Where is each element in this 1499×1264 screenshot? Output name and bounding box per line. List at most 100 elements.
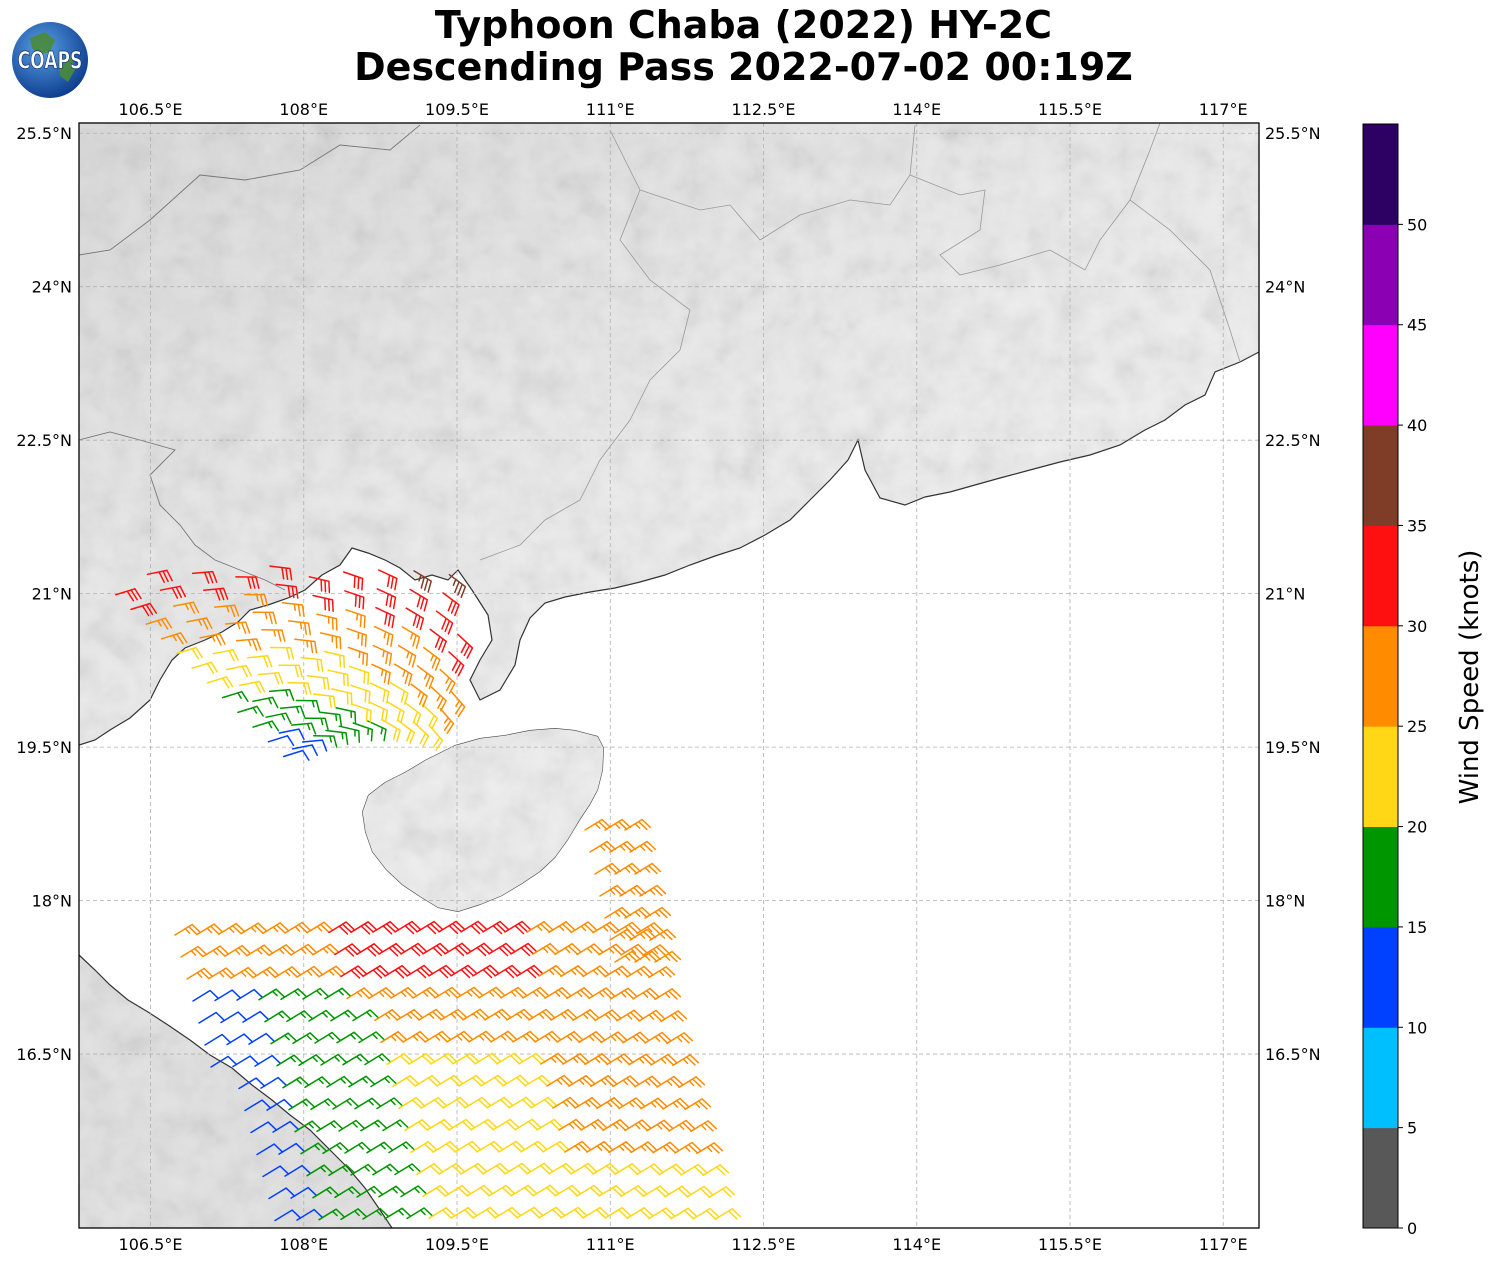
wind-barb-238 bbox=[622, 1031, 650, 1044]
wind-barb-206 bbox=[396, 1008, 424, 1021]
wind-barb-347 bbox=[262, 1165, 290, 1178]
wind-barb-262 bbox=[672, 1054, 700, 1067]
wind-barb-44 bbox=[393, 663, 413, 687]
wind-barb-27 bbox=[295, 699, 321, 713]
wind-barb-47 bbox=[221, 690, 249, 703]
wind-barb-31 bbox=[369, 682, 390, 704]
wind-barb-366 bbox=[680, 1163, 708, 1176]
wind-barb-266 bbox=[304, 1076, 332, 1089]
wind-barb-64 bbox=[346, 627, 367, 648]
wind-barb-65 bbox=[373, 625, 394, 647]
wind-barb-239 bbox=[644, 1031, 672, 1044]
wind-barb-367 bbox=[702, 1164, 730, 1177]
wind-barb-269 bbox=[370, 1075, 398, 1088]
wind-barb-159 bbox=[318, 965, 346, 978]
lat-tick-right-1: 18°N bbox=[1265, 892, 1305, 911]
wind-barb-418 bbox=[634, 862, 662, 875]
wind-barb-37 bbox=[252, 696, 279, 709]
wind-barb-30 bbox=[350, 684, 371, 704]
wind-barb-174 bbox=[648, 966, 676, 979]
wind-barb-14 bbox=[290, 722, 317, 735]
wind-barb-276 bbox=[524, 1074, 552, 1087]
wind-barb-346 bbox=[696, 1142, 724, 1155]
wind-barb-258 bbox=[584, 1053, 612, 1066]
wind-barb-147 bbox=[532, 942, 560, 955]
wind-barb-58 bbox=[206, 676, 234, 689]
wind-barb-344 bbox=[652, 1141, 680, 1154]
wind-barb-186 bbox=[434, 986, 462, 999]
wind-barb-330 bbox=[344, 1141, 372, 1154]
wind-barb-403 bbox=[582, 1206, 610, 1219]
wind-barb-137 bbox=[312, 943, 340, 956]
wind-barb-300 bbox=[596, 1097, 624, 1110]
wind-barb-124 bbox=[504, 920, 532, 935]
wind-barb-243 bbox=[254, 1054, 282, 1067]
wind-barb-364 bbox=[636, 1163, 664, 1176]
wind-barb-251 bbox=[430, 1052, 458, 1065]
wind-barb-312 bbox=[404, 1119, 432, 1132]
wind-barb-98 bbox=[448, 573, 467, 599]
lat-tick-right-6: 25.5°N bbox=[1265, 124, 1321, 143]
wind-barb-95 bbox=[342, 571, 364, 591]
colorbar-bin-0 bbox=[1363, 1127, 1398, 1229]
wind-barb-173 bbox=[626, 965, 654, 978]
wind-barb-261 bbox=[650, 1053, 678, 1066]
colorbar-tick-0: 0 bbox=[1407, 1219, 1417, 1238]
wind-barb-180 bbox=[302, 987, 330, 1000]
wind-barb-320 bbox=[580, 1118, 608, 1131]
wind-barb-176 bbox=[214, 989, 242, 1002]
wind-barb-220 bbox=[226, 1033, 254, 1046]
wind-barb-419 bbox=[599, 884, 627, 897]
wind-barb-353 bbox=[394, 1163, 422, 1176]
wind-barb-359 bbox=[526, 1162, 554, 1175]
wind-barb-287 bbox=[310, 1098, 338, 1111]
wind-barb-101 bbox=[202, 587, 229, 601]
wind-barb-164 bbox=[428, 964, 456, 979]
wind-barb-81 bbox=[224, 621, 251, 634]
lat-tick-left-0: 16.5°N bbox=[16, 1045, 72, 1064]
wind-barb-204 bbox=[352, 1009, 380, 1022]
wind-barb-123 bbox=[482, 920, 510, 935]
wind-barb-365 bbox=[658, 1163, 686, 1176]
wind-barb-229 bbox=[424, 1030, 452, 1043]
wind-barb-25 bbox=[265, 712, 292, 725]
wind-barb-149 bbox=[576, 943, 604, 956]
wind-barb-242 bbox=[232, 1055, 260, 1068]
wind-barb-32 bbox=[389, 682, 409, 705]
wind-barb-408 bbox=[692, 1207, 720, 1220]
wind-barb-41 bbox=[327, 669, 349, 687]
wind-barb-378 bbox=[488, 1184, 516, 1197]
wind-barb-245 bbox=[298, 1054, 326, 1067]
gridlines bbox=[79, 123, 1259, 1228]
wind-barb-386 bbox=[664, 1185, 692, 1198]
wind-barb-192 bbox=[566, 987, 594, 1000]
wind-barb-145 bbox=[488, 942, 516, 957]
wind-barb-140 bbox=[378, 942, 406, 957]
wind-barb-303 bbox=[662, 1097, 690, 1110]
wind-barb-247 bbox=[342, 1053, 370, 1066]
wind-barb-424 bbox=[644, 906, 672, 919]
wind-barb-134 bbox=[246, 944, 274, 957]
wind-barb-277 bbox=[546, 1074, 574, 1087]
wind-barb-196 bbox=[654, 988, 682, 1001]
wind-barb-227 bbox=[380, 1031, 408, 1044]
colorbar-bin-8 bbox=[1363, 324, 1398, 426]
wind-barb-218 bbox=[660, 1010, 688, 1023]
wind-barb-148 bbox=[554, 943, 582, 956]
wind-barb-425 bbox=[609, 928, 637, 941]
lon-tick-bottom-5: 114°E bbox=[892, 1235, 941, 1254]
wind-barb-80 bbox=[199, 633, 226, 646]
wind-barb-54 bbox=[372, 644, 393, 666]
wind-barb-151 bbox=[620, 943, 648, 956]
wind-barb-393 bbox=[362, 1207, 390, 1220]
wind-barb-22 bbox=[421, 703, 439, 730]
wind-barb-260 bbox=[628, 1053, 656, 1066]
wind-barb-108 bbox=[146, 569, 173, 583]
wind-barb-430 bbox=[654, 950, 682, 963]
colorbar-tick-7: 35 bbox=[1407, 516, 1427, 535]
wind-barb-315 bbox=[470, 1118, 498, 1131]
lat-tick-right-5: 24°N bbox=[1265, 278, 1305, 297]
wind-barb-387 bbox=[686, 1185, 714, 1198]
wind-barb-105 bbox=[159, 585, 187, 599]
wind-barb-60 bbox=[246, 655, 273, 668]
